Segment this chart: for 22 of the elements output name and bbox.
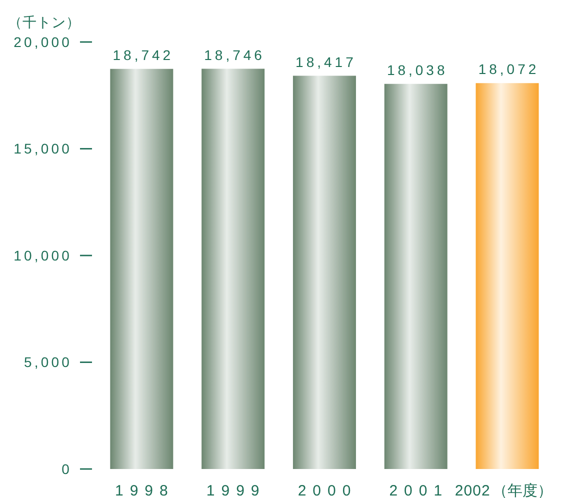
data-label: 18,746: [204, 46, 265, 63]
bar: [476, 83, 539, 469]
x-tick-label: 2002: [454, 482, 490, 498]
x-axis-title: （年度）: [492, 482, 552, 498]
data-label: 18,742: [112, 46, 174, 63]
bar: [202, 68, 265, 469]
y-tick-label: 10,000: [14, 247, 72, 264]
y-tick-label: 15,000: [14, 140, 72, 157]
x-tick-label: 1998: [115, 482, 174, 498]
x-tick-label: 2000: [298, 482, 358, 498]
data-label: 18,038: [386, 62, 448, 78]
bar: [384, 84, 448, 469]
data-label: 18,417: [296, 54, 356, 70]
x-tick-label: 2001: [389, 482, 449, 498]
y-tick-label: 5,000: [24, 354, 72, 370]
x-tick-label: 1999: [206, 482, 266, 498]
y-tick-label: 0: [62, 460, 72, 477]
y-axis-title: （千トン）: [8, 13, 80, 31]
bar: [292, 76, 356, 469]
y-tick-label: 20,000: [14, 34, 72, 50]
bar: [110, 68, 174, 469]
data-label: 18,072: [478, 61, 540, 78]
